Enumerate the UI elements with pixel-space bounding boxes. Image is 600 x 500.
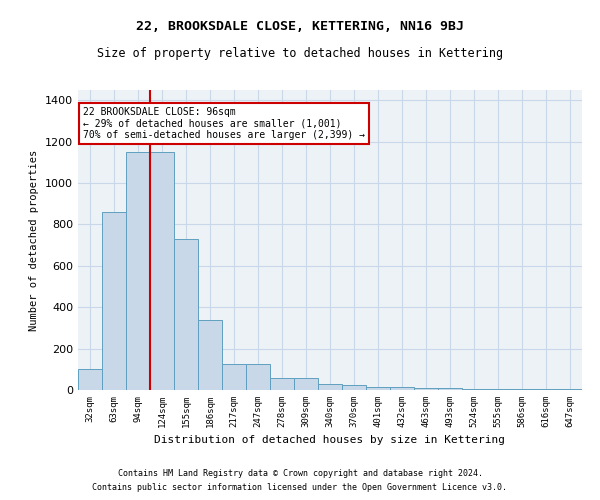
Bar [486,389,510,390]
Text: 22, BROOKSDALE CLOSE, KETTERING, NN16 9BJ: 22, BROOKSDALE CLOSE, KETTERING, NN16 9B… [136,20,464,33]
Bar [78,370,102,390]
Text: Size of property relative to detached houses in Kettering: Size of property relative to detached ho… [97,48,503,60]
Bar [462,389,486,390]
Bar [102,212,126,390]
Bar [270,378,294,390]
Bar [198,320,222,390]
Bar [246,364,270,390]
Bar [558,389,582,390]
Bar [342,385,366,390]
Bar [174,239,198,390]
Bar [438,388,462,390]
Bar [534,389,558,390]
Bar [510,389,534,390]
Bar [414,388,438,390]
Bar [150,152,174,390]
Bar [294,378,318,390]
Text: 22 BROOKSDALE CLOSE: 96sqm
← 29% of detached houses are smaller (1,001)
70% of s: 22 BROOKSDALE CLOSE: 96sqm ← 29% of deta… [83,106,365,140]
Text: Contains HM Land Registry data © Crown copyright and database right 2024.: Contains HM Land Registry data © Crown c… [118,468,482,477]
Text: Contains public sector information licensed under the Open Government Licence v3: Contains public sector information licen… [92,484,508,492]
Bar [366,387,390,390]
Y-axis label: Number of detached properties: Number of detached properties [29,150,40,330]
Bar [318,384,342,390]
Bar [390,387,414,390]
Bar [222,364,246,390]
X-axis label: Distribution of detached houses by size in Kettering: Distribution of detached houses by size … [155,436,505,446]
Bar [126,152,150,390]
